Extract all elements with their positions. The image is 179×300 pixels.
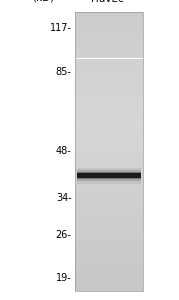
Text: 48-: 48- [56,146,72,156]
Text: (kD): (kD) [32,0,54,3]
Text: 34-: 34- [56,193,72,203]
Bar [75,12,143,291]
Text: 19-: 19- [56,273,72,283]
Text: 26-: 26- [56,230,72,240]
Text: 85-: 85- [56,67,72,77]
Text: 117-: 117- [50,23,72,33]
Text: HuvEc: HuvEc [91,0,124,4]
